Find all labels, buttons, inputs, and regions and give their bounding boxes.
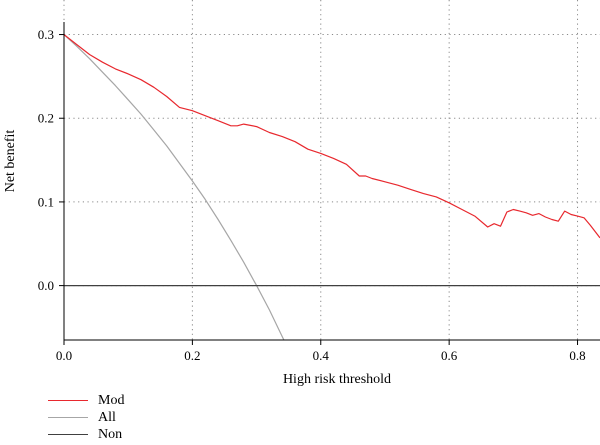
legend-label-mod: Mod xyxy=(98,393,125,408)
y-tick-label: 0.1 xyxy=(38,194,54,209)
x-tick-label: 0.0 xyxy=(56,348,72,363)
y-axis-title: Net benefit xyxy=(3,130,18,193)
legend-swatch-all xyxy=(48,417,88,418)
legend: Mod All Non xyxy=(48,392,124,443)
x-tick-label: 0.6 xyxy=(441,348,458,363)
y-axis-ticks: 0.0 0.1 0.2 0.3 xyxy=(38,27,64,293)
legend-swatch-mod xyxy=(48,400,88,401)
y-tick-label: 0.2 xyxy=(38,111,54,126)
grid-lines xyxy=(63,0,600,340)
x-tick-label: 0.4 xyxy=(313,348,330,363)
legend-item-mod: Mod xyxy=(48,392,124,409)
legend-item-non: Non xyxy=(48,426,124,443)
series-line-mod xyxy=(64,34,600,239)
legend-label-non: Non xyxy=(98,427,123,442)
legend-swatch-non xyxy=(48,434,88,435)
legend-item-all: All xyxy=(48,409,124,426)
x-axis-ticks: 0.0 0.2 0.4 0.6 0.8 xyxy=(56,340,586,363)
x-axis-title: High risk threshold xyxy=(283,372,391,387)
y-tick-label: 0.0 xyxy=(38,278,54,293)
series-layer xyxy=(64,34,600,340)
series-line-all xyxy=(64,34,285,340)
legend-label-all: All xyxy=(98,410,116,425)
x-tick-label: 0.2 xyxy=(184,348,200,363)
y-tick-label: 0.3 xyxy=(38,27,54,42)
x-tick-label: 0.8 xyxy=(569,348,585,363)
